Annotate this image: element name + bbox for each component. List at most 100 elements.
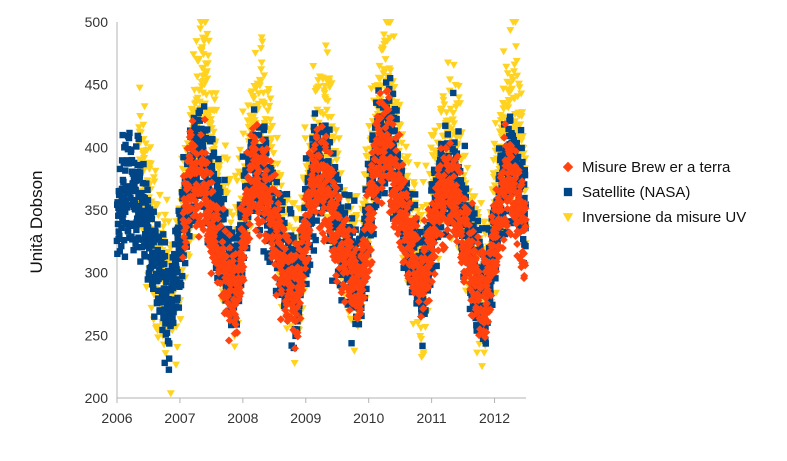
data-point <box>519 235 527 243</box>
data-point <box>271 170 280 179</box>
data-point <box>226 219 235 227</box>
data-point <box>437 109 446 117</box>
data-point <box>442 109 451 117</box>
data-point <box>266 116 275 124</box>
data-point <box>120 236 128 244</box>
data-point <box>249 156 258 165</box>
data-point <box>203 30 212 38</box>
data-point <box>503 70 512 78</box>
data-point <box>194 55 203 63</box>
data-point <box>262 144 271 153</box>
data-point <box>178 165 187 173</box>
data-point <box>262 166 271 175</box>
data-point <box>454 94 463 102</box>
data-point <box>281 245 290 254</box>
data-point <box>251 186 260 195</box>
data-point <box>200 103 208 110</box>
data-point <box>312 199 321 208</box>
data-point <box>301 264 310 273</box>
data-point <box>327 113 336 121</box>
data-point <box>143 180 150 187</box>
data-point <box>287 210 295 217</box>
data-point <box>144 186 151 194</box>
data-point <box>518 132 527 140</box>
data-point <box>273 160 282 168</box>
data-point <box>417 336 426 344</box>
data-point <box>164 218 173 226</box>
data-point <box>401 143 410 151</box>
data-point <box>386 67 395 75</box>
data-point <box>470 193 479 201</box>
data-point <box>126 189 133 197</box>
data-point <box>236 289 245 298</box>
data-point <box>517 126 525 134</box>
data-point <box>231 320 240 329</box>
data-point <box>255 82 264 90</box>
data-point <box>507 85 516 93</box>
data-point <box>283 190 291 198</box>
data-point <box>161 211 170 219</box>
data-point <box>231 172 240 180</box>
data-point <box>258 136 267 145</box>
data-point <box>256 78 265 86</box>
data-point <box>212 106 221 114</box>
data-point <box>322 132 331 141</box>
data-point <box>417 211 426 219</box>
data-point <box>128 146 135 153</box>
data-point <box>250 133 259 142</box>
data-point <box>461 142 468 150</box>
data-point <box>431 127 440 135</box>
data-point <box>233 177 242 185</box>
data-point <box>373 201 380 209</box>
data-point <box>511 43 520 51</box>
data-point <box>381 189 388 197</box>
data-point <box>219 204 228 213</box>
data-point <box>147 304 156 312</box>
data-point <box>211 90 220 98</box>
data-point <box>435 123 444 131</box>
data-point <box>160 231 167 238</box>
data-point <box>288 282 297 291</box>
data-point <box>214 176 222 184</box>
data-point <box>116 165 124 173</box>
data-point <box>228 252 237 261</box>
data-point <box>301 135 310 143</box>
data-point <box>245 220 254 229</box>
data-point <box>362 146 371 154</box>
data-point <box>515 84 524 92</box>
data-point <box>275 233 284 242</box>
data-point <box>221 142 230 150</box>
data-point <box>289 226 298 234</box>
data-point <box>178 267 187 275</box>
data-point <box>245 234 254 243</box>
data-point <box>389 90 397 97</box>
data-point <box>207 269 216 278</box>
data-point <box>514 80 523 88</box>
data-point <box>326 126 333 133</box>
data-point <box>274 204 283 213</box>
data-point <box>151 167 160 175</box>
data-point <box>150 178 159 186</box>
data-point <box>172 361 181 369</box>
data-point <box>161 260 168 268</box>
data-point <box>283 196 292 204</box>
data-point <box>510 68 519 76</box>
data-point <box>334 135 343 143</box>
data-point <box>145 165 154 173</box>
data-point <box>433 262 440 270</box>
data-point <box>282 325 291 333</box>
data-point <box>202 68 211 76</box>
data-point <box>193 94 202 102</box>
data-points <box>113 19 530 398</box>
data-point <box>139 167 148 175</box>
data-point <box>173 344 182 352</box>
data-point <box>187 130 196 139</box>
data-point <box>404 159 413 167</box>
data-point <box>325 75 334 83</box>
data-point <box>395 101 404 109</box>
data-point <box>188 117 197 126</box>
data-point <box>135 135 142 143</box>
data-point <box>118 242 125 250</box>
data-point <box>221 176 228 184</box>
